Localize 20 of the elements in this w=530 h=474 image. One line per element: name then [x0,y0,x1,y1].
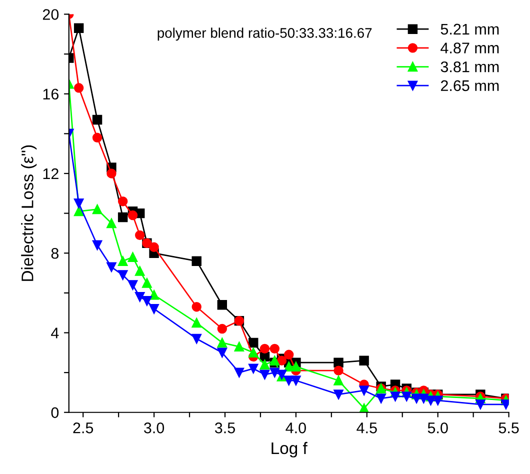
x-tick-label: 2.5 [73,422,94,434]
y-tick-label: 8 [51,248,59,259]
x-tick-label: 4.5 [356,422,377,434]
legend-label: 5.21 mm [440,24,499,35]
x-tick-label: 3.5 [214,422,235,434]
x-tick-label: 4.0 [286,422,306,434]
y-tick-label: 12 [43,168,58,180]
annotation: polymer blend ratio-50:33.33:16.67 [158,28,372,41]
y-axis-title: Dielectric Loss (ε'') [21,145,37,281]
x-axis-title: Log f [272,442,308,458]
y-tick-label: 16 [43,88,59,100]
x-tick-label: 5.0 [428,422,448,434]
legend-label: 3.81 mm [440,61,499,72]
legend-label: 4.87 mm [440,42,499,54]
y-tick-label: 4 [51,328,59,338]
legend-label: 2.65 mm [440,80,499,92]
x-tick-label: 3.0 [144,422,164,434]
x-tick-label: 5.5 [498,422,519,434]
y-tick-label: 20 [42,9,59,20]
y-tick-label: 0 [51,407,59,418]
